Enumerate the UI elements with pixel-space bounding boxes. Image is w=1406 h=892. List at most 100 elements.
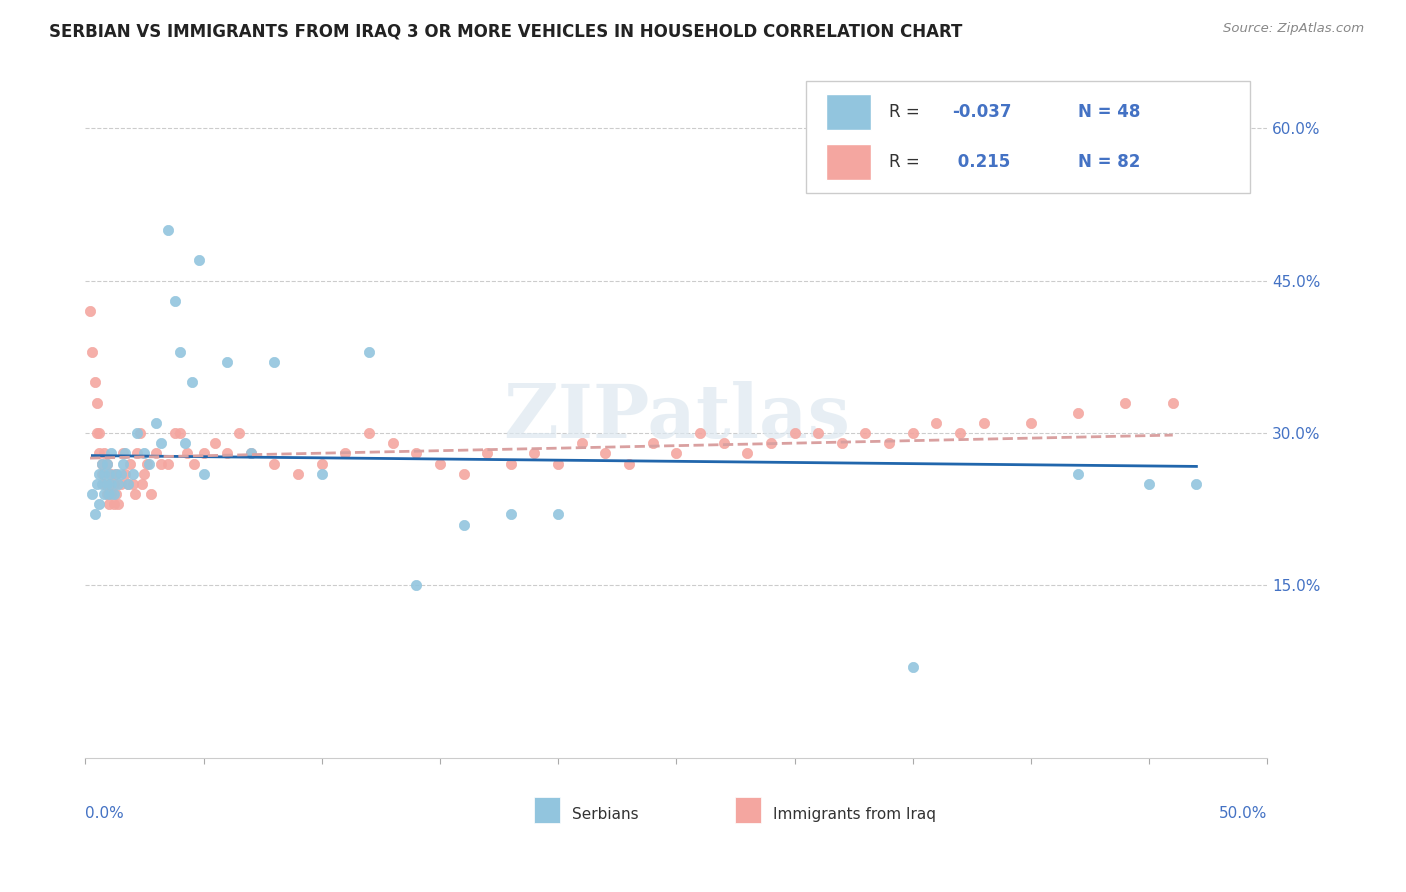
Point xyxy=(120,457,142,471)
Text: N = 82: N = 82 xyxy=(1078,153,1140,171)
Point xyxy=(103,497,125,511)
Point xyxy=(1161,395,1184,409)
Point xyxy=(112,457,135,471)
Point xyxy=(783,426,806,441)
Point xyxy=(807,426,830,441)
Point xyxy=(141,487,163,501)
Point xyxy=(901,660,924,674)
Text: SERBIAN VS IMMIGRANTS FROM IRAQ 3 OR MORE VEHICLES IN HOUSEHOLD CORRELATION CHAR: SERBIAN VS IMMIGRANTS FROM IRAQ 3 OR MOR… xyxy=(49,22,963,40)
Point xyxy=(641,436,664,450)
Point xyxy=(1137,476,1160,491)
Point xyxy=(97,467,120,481)
Point xyxy=(311,457,333,471)
Text: R =: R = xyxy=(889,153,925,171)
Point xyxy=(128,426,150,441)
Point xyxy=(96,487,118,501)
Point xyxy=(79,304,101,318)
Point xyxy=(145,416,167,430)
Point xyxy=(138,457,160,471)
Point xyxy=(131,476,153,491)
Point xyxy=(93,467,115,481)
Point xyxy=(187,253,209,268)
Point xyxy=(110,467,132,481)
Point xyxy=(405,446,427,460)
Point xyxy=(335,446,357,460)
Point xyxy=(381,436,404,450)
Point xyxy=(124,487,146,501)
Point xyxy=(180,376,202,390)
Point xyxy=(949,426,972,441)
Point xyxy=(100,446,122,460)
Point xyxy=(82,487,104,501)
Point xyxy=(86,426,108,441)
Point xyxy=(689,426,711,441)
FancyBboxPatch shape xyxy=(827,95,872,130)
Point xyxy=(105,487,128,501)
Point xyxy=(121,476,143,491)
Text: 0.215: 0.215 xyxy=(952,153,1010,171)
Point xyxy=(89,467,111,481)
Point xyxy=(134,467,156,481)
Point xyxy=(149,457,172,471)
Point xyxy=(103,487,125,501)
Point xyxy=(287,467,309,481)
Point xyxy=(1019,416,1042,430)
Point xyxy=(183,457,205,471)
Point xyxy=(96,457,118,471)
Point xyxy=(90,476,112,491)
Text: N = 48: N = 48 xyxy=(1078,103,1140,121)
Point xyxy=(595,446,617,460)
Point xyxy=(173,436,195,450)
Point xyxy=(97,497,120,511)
Point xyxy=(89,446,111,460)
Point xyxy=(135,457,157,471)
Point xyxy=(83,376,105,390)
Point xyxy=(127,426,149,441)
Text: 50.0%: 50.0% xyxy=(1219,805,1267,821)
Point xyxy=(311,467,333,481)
Point xyxy=(831,436,853,450)
Point xyxy=(453,467,475,481)
Point xyxy=(114,467,136,481)
Point xyxy=(114,446,136,460)
Point xyxy=(105,467,128,481)
Point xyxy=(165,293,187,308)
Point xyxy=(239,446,262,460)
Point xyxy=(617,457,640,471)
Point xyxy=(97,487,120,501)
Point xyxy=(453,517,475,532)
Point xyxy=(193,446,215,460)
Point xyxy=(82,344,104,359)
Text: Serbians: Serbians xyxy=(572,807,638,822)
Point xyxy=(477,446,499,460)
Point xyxy=(145,446,167,460)
Point xyxy=(855,426,877,441)
Point xyxy=(100,467,122,481)
Point xyxy=(93,476,115,491)
Point xyxy=(169,344,191,359)
Point xyxy=(103,476,125,491)
Point xyxy=(1114,395,1136,409)
Point xyxy=(97,476,120,491)
Text: Immigrants from Iraq: Immigrants from Iraq xyxy=(773,807,936,822)
Point xyxy=(169,426,191,441)
Point xyxy=(263,355,285,369)
Point xyxy=(117,476,139,491)
Point xyxy=(110,476,132,491)
Point xyxy=(176,446,198,460)
Point xyxy=(100,476,122,491)
Text: 0.0%: 0.0% xyxy=(86,805,124,821)
Point xyxy=(89,426,111,441)
Point xyxy=(547,508,569,522)
Point xyxy=(429,457,451,471)
Point xyxy=(96,457,118,471)
Point xyxy=(665,446,688,460)
Text: -0.037: -0.037 xyxy=(952,103,1011,121)
Point xyxy=(1185,476,1208,491)
Point xyxy=(523,446,546,460)
Point xyxy=(112,446,135,460)
Point xyxy=(499,508,522,522)
Point xyxy=(239,446,262,460)
Point xyxy=(121,467,143,481)
Point xyxy=(228,426,250,441)
